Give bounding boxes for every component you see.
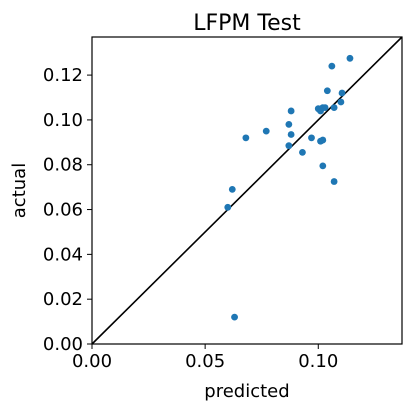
data-point [262, 127, 270, 135]
data-point [224, 203, 232, 211]
y-tick-label: 0.02 [43, 289, 83, 310]
data-point [330, 178, 338, 185]
x-tick-label: 0.00 [72, 351, 112, 372]
axes-frame [91, 36, 403, 345]
x-tick-label: 0.10 [298, 351, 338, 372]
data-point [323, 87, 331, 95]
data-point [346, 54, 354, 62]
data-point [285, 142, 293, 150]
y-tick-label: 0.06 [43, 200, 83, 221]
data-point [308, 134, 315, 142]
x-tick-label: 0.05 [185, 351, 225, 372]
data-point [321, 104, 329, 111]
data-point [228, 185, 236, 193]
y-axis-label: actual [9, 163, 30, 218]
data-point [231, 313, 238, 321]
data-point [330, 104, 338, 111]
data-point [299, 149, 306, 156]
y-tick-label: 0.08 [43, 155, 83, 176]
reference-line [91, 36, 403, 345]
y-tick-label: 0.04 [43, 244, 83, 265]
data-point [287, 107, 295, 115]
data-point [328, 62, 336, 70]
data-point [319, 136, 327, 144]
chart-title: LFPM Test [193, 11, 301, 36]
plot-area: 0.00 0.05 0.10 0.00 0.02 0.04 0.06 0.08 0.10 0.12 [43, 36, 403, 372]
data-point [242, 134, 250, 142]
data-point [285, 120, 293, 128]
data-point [338, 89, 346, 97]
y-tick-label: 0.10 [43, 110, 83, 131]
y-tick-label: 0.12 [43, 65, 83, 86]
x-axis-label: predicted [204, 381, 289, 402]
y-tick-label: 0.00 [43, 334, 83, 355]
data-point [319, 162, 327, 170]
data-point [337, 98, 345, 106]
data-point [287, 131, 295, 138]
